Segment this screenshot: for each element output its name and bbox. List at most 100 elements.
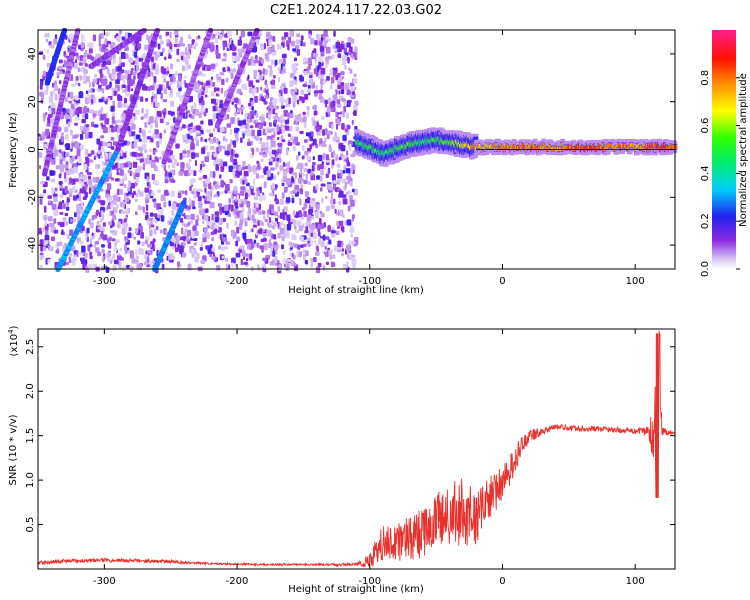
noise-cell — [200, 259, 206, 264]
noise-cell — [70, 218, 73, 223]
noise-cell — [167, 164, 171, 169]
noise-cell — [315, 266, 321, 274]
noise-cell — [81, 257, 85, 265]
noise-cell — [81, 245, 86, 253]
noise-cell — [197, 188, 202, 192]
noise-cell — [300, 35, 304, 41]
noise-cell — [212, 136, 217, 143]
noise-cell — [296, 165, 302, 170]
noise-cell — [166, 66, 169, 72]
noise-cell — [117, 94, 121, 100]
noise-cell — [251, 129, 255, 137]
noise-cell — [222, 161, 228, 167]
noise-cell — [39, 84, 43, 90]
noise-cell — [289, 191, 294, 195]
noise-cell — [176, 91, 181, 98]
noise-cell — [345, 244, 351, 251]
noise-cell — [51, 158, 56, 165]
noise-cell — [209, 170, 214, 178]
noise-cell — [289, 73, 295, 79]
noise-cell — [134, 259, 139, 264]
noise-cell — [353, 46, 358, 50]
noise-cell — [327, 225, 331, 232]
noise-cell — [111, 68, 116, 75]
noise-cell — [252, 165, 257, 172]
noise-cell — [280, 85, 284, 90]
noise-cell — [89, 255, 93, 260]
noise-cell — [225, 184, 230, 191]
noise-cell — [170, 190, 175, 197]
noise-cell — [86, 227, 90, 234]
noise-cell — [275, 199, 279, 205]
noise-cell — [141, 107, 144, 114]
noise-cell — [74, 178, 80, 182]
noise-cell — [168, 220, 173, 226]
noise-cell — [74, 254, 77, 258]
noise-cell — [272, 99, 276, 106]
noise-cell — [39, 78, 44, 83]
noise-cell — [54, 80, 57, 85]
noise-cell — [247, 141, 252, 146]
noise-cell — [347, 37, 352, 42]
noise-cell — [239, 190, 245, 196]
noise-cell — [258, 124, 263, 130]
noise-cell — [227, 31, 232, 38]
noise-cell — [231, 55, 236, 62]
noise-cell — [100, 188, 104, 192]
noise-cell — [132, 113, 136, 117]
noise-cell — [252, 149, 255, 156]
noise-cell — [174, 30, 179, 36]
noise-cell — [295, 172, 297, 179]
noise-cell — [144, 187, 150, 193]
noise-cell — [45, 229, 49, 237]
noise-cell — [46, 62, 49, 68]
noise-cell — [279, 165, 284, 171]
noise-cell — [204, 138, 208, 143]
noise-cell — [216, 137, 219, 145]
spectrogram-cells — [38, 28, 678, 274]
noise-cell — [254, 122, 260, 128]
noise-cell — [251, 106, 254, 111]
noise-cell — [210, 146, 215, 150]
noise-cell — [290, 135, 293, 141]
noise-cell — [296, 49, 300, 56]
noise-cell — [353, 73, 357, 78]
noise-cell — [176, 235, 180, 241]
noise-cell — [320, 51, 325, 57]
noise-cell — [131, 192, 134, 199]
noise-cell — [155, 225, 159, 231]
noise-cell — [263, 169, 267, 175]
noise-cell — [186, 215, 191, 220]
noise-cell — [141, 248, 144, 256]
noise-cell — [168, 200, 171, 207]
noise-cell — [115, 158, 120, 162]
noise-cell — [236, 128, 240, 132]
noise-cell — [288, 133, 291, 137]
noise-cell — [321, 74, 325, 78]
noise-cell — [53, 218, 57, 224]
noise-cell — [113, 195, 118, 201]
noise-cell — [264, 95, 269, 100]
noise-cell — [274, 194, 277, 200]
noise-cell — [207, 247, 212, 255]
noise-cell — [192, 225, 197, 231]
noise-cell — [118, 262, 122, 269]
noise-cell — [269, 261, 275, 266]
noise-cell — [58, 80, 62, 84]
noise-cell — [50, 91, 53, 98]
noise-cell — [53, 209, 58, 216]
noise-cell — [257, 210, 262, 215]
noise-cell — [335, 74, 339, 81]
noise-cell — [171, 179, 176, 183]
noise-cell — [294, 184, 299, 190]
noise-cell — [260, 58, 265, 64]
noise-cell — [66, 197, 70, 203]
noise-cell — [333, 180, 338, 184]
noise-cell — [293, 136, 299, 144]
noise-cell — [293, 80, 298, 85]
noise-cell — [228, 198, 231, 204]
noise-cell — [349, 194, 353, 201]
noise-cell — [267, 229, 272, 237]
noise-cell — [100, 200, 106, 206]
noise-cell — [204, 187, 207, 193]
